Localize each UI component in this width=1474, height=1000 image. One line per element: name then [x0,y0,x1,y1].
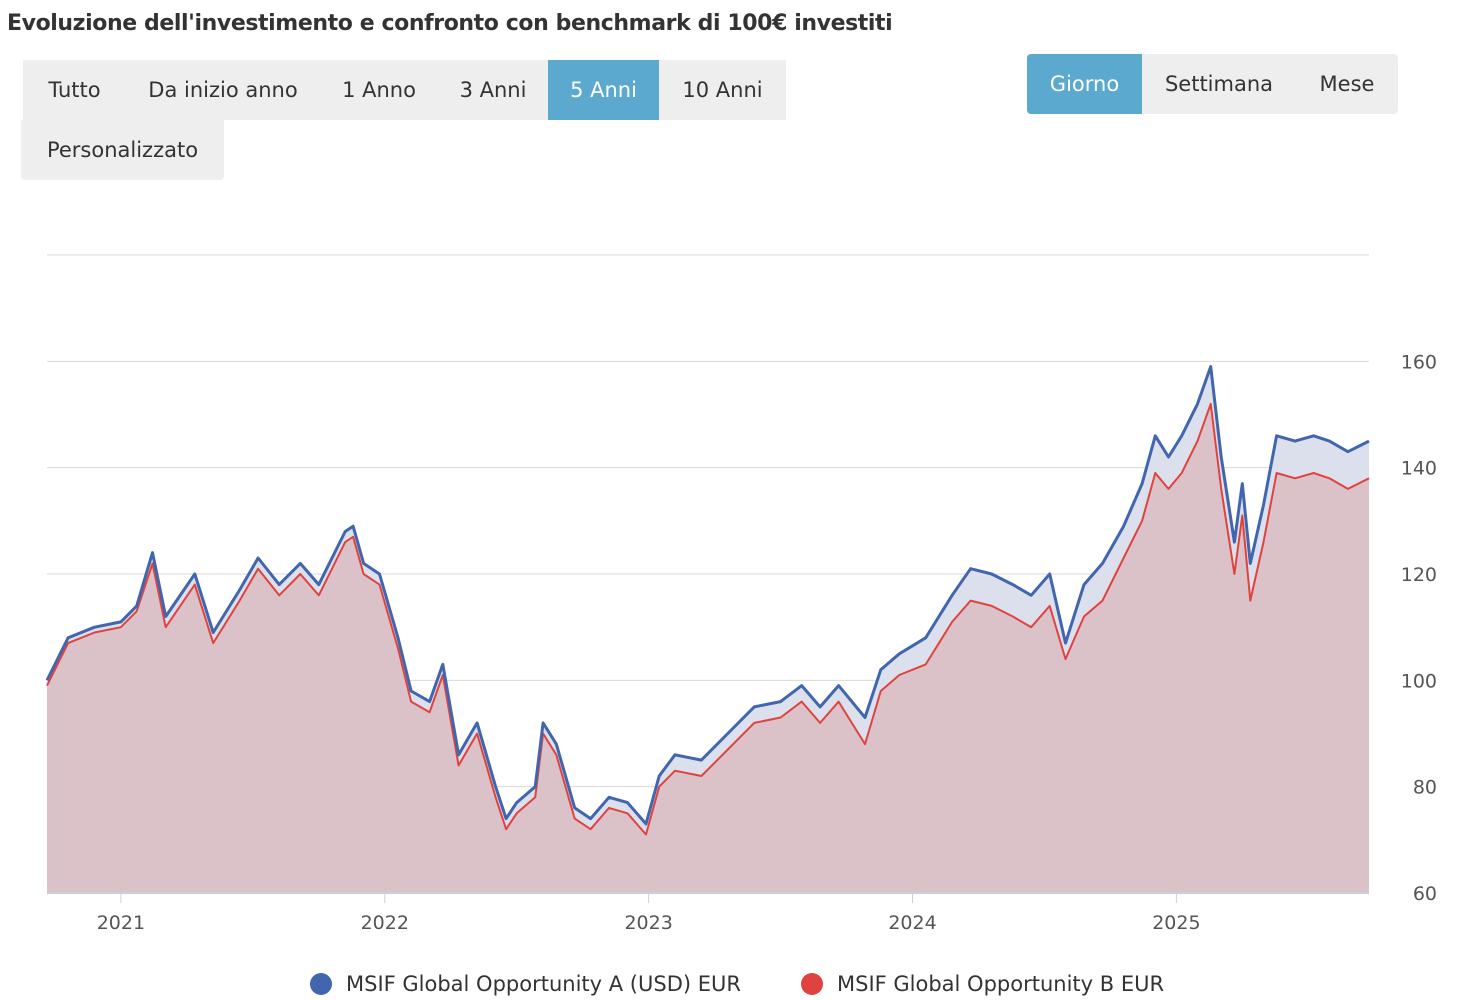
y-tick-label: 80 [1413,777,1437,799]
y-tick-label: 120 [1401,564,1437,586]
legend-item-series-b[interactable]: MSIF Global Opportunity B EUR [801,968,1164,1000]
series-areas [47,366,1369,894]
y-tick-label: 140 [1401,458,1437,480]
x-tick-label: 2023 [624,912,672,934]
range-button-10y[interactable]: 10 Anni [682,78,763,102]
y-tick-label: 60 [1413,883,1437,905]
range-button-1y[interactable]: 1 Anno [342,78,416,102]
line-series-a [45,365,1370,826]
legend-label-series-b: MSIF Global Opportunity B EUR [837,972,1165,996]
range-button-custom[interactable]: Personalizzato [21,120,224,180]
x-tick-label: 2025 [1152,912,1200,934]
x-tick-label: 2022 [361,912,409,934]
y-tick-label: 160 [1401,351,1437,373]
legend-marker-series-a [310,973,332,995]
legend-item-series-a[interactable]: MSIF Global Opportunity A (USD) EUR [310,968,741,1000]
chart-title: Evoluzione dell'investimento e confronto… [7,11,893,36]
area-series-b [47,403,1369,893]
legend-marker-series-b [801,973,823,995]
frequency-button-day[interactable]: Giorno [1027,54,1142,114]
line-chart: 60 80 100 120 140 160 2021 2022 2023 2024 2025 [45,254,1437,934]
y-tick-label: 100 [1401,670,1437,692]
range-button-5y[interactable]: 5 Anni [548,60,659,120]
series-lines [45,365,1370,836]
frequency-button-week[interactable]: Settimana [1164,72,1274,96]
legend-label-series-a: MSIF Global Opportunity A (USD) EUR [346,972,741,996]
line-series-b [46,402,1370,836]
frequency-button-month[interactable]: Mese [1319,72,1375,96]
range-button-tutto[interactable]: Tutto [48,78,101,102]
range-button-ytd[interactable]: Da inizio anno [148,78,298,102]
x-tick-label: 2021 [97,912,145,934]
range-button-3y[interactable]: 3 Anni [459,78,527,102]
axes: 60 80 100 120 140 160 2021 2022 2023 2024 2025 [47,351,1437,934]
x-tick-label: 2024 [888,912,936,934]
